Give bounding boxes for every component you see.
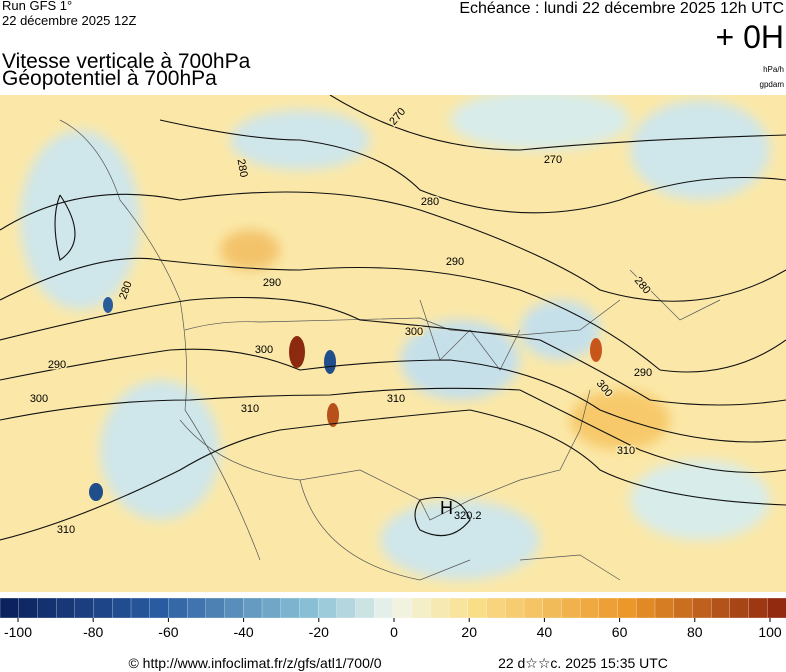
colorbar-cell [654,597,675,619]
colorbar-cell [617,597,637,619]
colorbar-cell [186,597,207,619]
contour-label: 310 [617,445,635,457]
colorbar-cell [18,597,39,619]
colorbar-cell [299,597,319,619]
colorbar-cell [336,597,357,619]
contour-label: 300 [405,326,423,338]
colorbar-cell [692,597,712,619]
contour-label: 280 [235,158,250,178]
unit-1: hPa/h [763,65,784,74]
contour-label: 290 [446,256,464,268]
colorbar-cell [448,597,469,619]
colorbar-cell [598,597,619,619]
colorbar-tick-label: 100 [758,624,782,640]
lead-time: + 0H [716,19,784,55]
colorbar-cell [542,597,563,619]
colorbar-tick-label: 40 [537,624,553,640]
run-label: Run GFS 1° [2,0,72,13]
colorbar-cell [748,597,768,619]
colorbar-cell [168,597,188,619]
colorbar-cell [579,597,600,619]
colorbar-tick-label: -80 [83,624,103,640]
run-date: 22 décembre 2025 12Z [2,13,136,28]
colorbar-cell [392,597,413,619]
colorbar-tick-label: -40 [233,624,253,640]
colorbar-cell [243,597,263,619]
colorbar-cell [767,597,786,619]
colorbar-cell [411,597,432,619]
colorbar-tick-label: 0 [390,624,398,640]
colorbar-cell [205,597,226,619]
colorbar-cell [149,597,170,619]
colorbar-cell [486,597,506,619]
colorbar-tick-label: 60 [612,624,628,640]
contour-label: 310 [57,524,75,536]
colorbar-tick-label: -20 [309,624,329,640]
map [0,95,786,592]
colorbar-tick-label: 80 [687,624,703,640]
colorbar-cell [710,597,731,619]
colorbar-cell [355,597,375,619]
colorbar-tick-label: -60 [158,624,178,640]
contour-label: 270 [544,154,562,166]
contour-label: 310 [387,393,405,405]
colorbar-cell [430,597,450,619]
high-value: 320.2 [454,510,482,522]
contour-label: 290 [48,359,66,371]
contour-label: 300 [30,393,48,405]
title-2: Géopotentiel à 700hPa [2,67,217,90]
colorbar-cell [280,597,301,619]
borders [59,119,721,581]
colorbar-cell [467,597,488,619]
colorbar-cell [374,597,394,619]
colorbar-cell [523,597,544,619]
contour-label: 280 [421,196,439,208]
colorbar-cell [112,597,132,619]
colorbar-cell [93,597,113,619]
contour-label: 300 [255,344,273,356]
colorbar-cell [55,597,76,619]
high-marker: H [440,498,453,518]
title-1: Vitesse verticale à 700hPa [2,50,251,73]
colorbar: -100 -80 -60 -40 -20 0 20 40 60 80 100 [0,597,786,640]
contours [0,95,786,541]
contour-label: 290 [634,367,652,379]
colorbar-cell [37,597,57,619]
colorbar-tick-label: 20 [461,624,477,640]
valid-time: Echéance : lundi 22 décembre 2025 12h UT… [459,0,784,17]
colorbar-cell [261,597,282,619]
colorbar-cell [729,597,750,619]
colorbar-cell [673,597,694,619]
colorbar-cell [317,597,338,619]
colorbar-tick-label: -100 [4,624,32,640]
colorbar-cell [224,597,244,619]
colorbar-cell [636,597,656,619]
contour-label: 310 [241,403,259,415]
timestamp: 22 d☆☆c. 2025 15:35 UTC [498,655,668,671]
credit: © http://www.infoclimat.fr/z/gfs/atl1/70… [128,655,381,671]
contour-label: 290 [263,277,281,289]
colorbar-cell [0,597,20,619]
unit-2: gpdam [760,80,785,89]
colorbar-cell [130,597,151,619]
colorbar-cell [74,597,95,619]
colorbar-cell [561,597,581,619]
colorbar-cell [505,597,525,619]
